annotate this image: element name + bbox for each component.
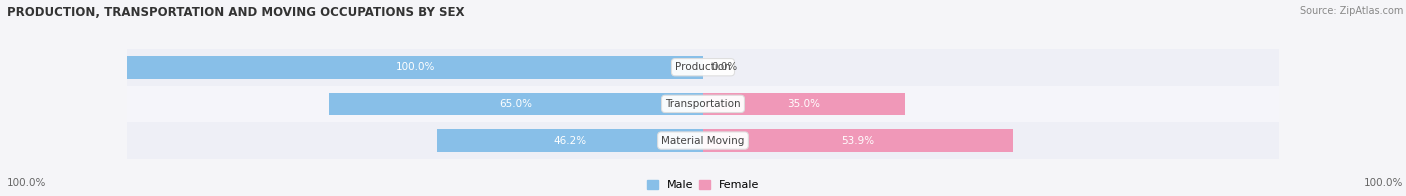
Text: 53.9%: 53.9%: [842, 136, 875, 146]
Bar: [127, 85, 1279, 122]
Text: 65.0%: 65.0%: [499, 99, 533, 109]
Bar: [703, 129, 1014, 152]
Text: Transportation: Transportation: [665, 99, 741, 109]
Bar: [703, 93, 904, 115]
Text: 100.0%: 100.0%: [7, 178, 46, 188]
Legend: Male, Female: Male, Female: [647, 180, 759, 191]
Text: 46.2%: 46.2%: [554, 136, 586, 146]
Bar: [329, 93, 703, 115]
Text: 100.0%: 100.0%: [395, 62, 434, 72]
Bar: [127, 56, 703, 79]
Bar: [127, 122, 1279, 159]
Text: PRODUCTION, TRANSPORTATION AND MOVING OCCUPATIONS BY SEX: PRODUCTION, TRANSPORTATION AND MOVING OC…: [7, 6, 464, 19]
Text: Material Moving: Material Moving: [661, 136, 745, 146]
Text: Source: ZipAtlas.com: Source: ZipAtlas.com: [1299, 6, 1403, 16]
Text: 0.0%: 0.0%: [711, 62, 738, 72]
Text: Production: Production: [675, 62, 731, 72]
Bar: [437, 129, 703, 152]
Bar: [127, 49, 1279, 85]
Text: 35.0%: 35.0%: [787, 99, 820, 109]
Text: 100.0%: 100.0%: [1364, 178, 1403, 188]
